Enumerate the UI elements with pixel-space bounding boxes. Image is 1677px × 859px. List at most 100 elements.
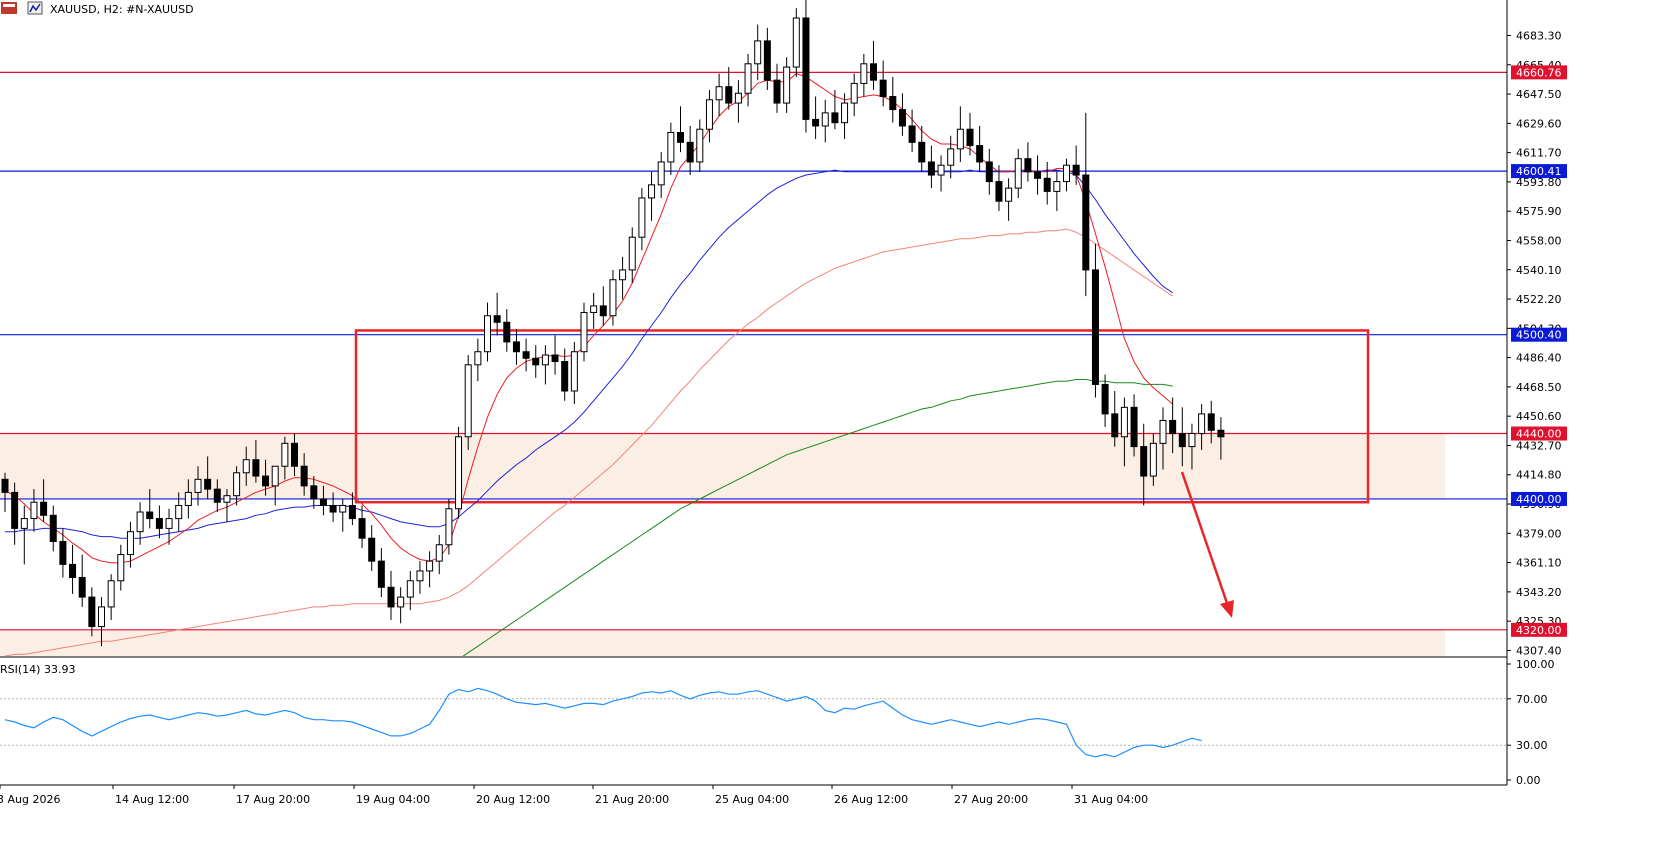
candle[interactable] (339, 498, 347, 532)
candle[interactable] (956, 106, 964, 162)
candle[interactable] (1072, 145, 1080, 185)
candle[interactable] (551, 335, 559, 375)
candle[interactable] (648, 171, 656, 221)
candle[interactable] (78, 554, 86, 607)
candle[interactable] (1140, 423, 1148, 506)
candle[interactable] (59, 528, 67, 578)
candle[interactable] (725, 67, 733, 110)
candle[interactable] (879, 60, 887, 107)
candle[interactable] (1217, 417, 1225, 460)
forecast-arrow-shaft[interactable] (1180, 471, 1231, 610)
candle[interactable] (609, 269, 617, 326)
candle[interactable] (146, 489, 154, 529)
candle[interactable] (368, 525, 376, 571)
candle[interactable] (242, 446, 250, 486)
candle[interactable] (763, 27, 771, 90)
candle[interactable] (677, 106, 684, 153)
candle[interactable] (812, 96, 820, 140)
candle[interactable] (358, 505, 366, 549)
candle[interactable] (831, 89, 839, 130)
candle[interactable] (628, 227, 636, 284)
candle[interactable] (310, 476, 318, 509)
candle[interactable] (1130, 394, 1138, 457)
candle[interactable] (638, 188, 646, 251)
candle[interactable] (329, 492, 337, 522)
candle[interactable] (1082, 112, 1090, 297)
candle[interactable] (1063, 158, 1070, 192)
candle[interactable] (898, 93, 906, 136)
candle[interactable] (213, 479, 221, 513)
candle[interactable] (667, 122, 675, 176)
candle[interactable] (397, 587, 405, 624)
candle[interactable] (98, 597, 105, 647)
candle[interactable] (281, 436, 289, 480)
candle[interactable] (435, 534, 443, 575)
candle[interactable] (947, 135, 955, 179)
candle[interactable] (20, 505, 28, 565)
candle[interactable] (117, 544, 125, 591)
candle[interactable] (715, 73, 723, 117)
candle[interactable] (1178, 407, 1186, 467)
candle[interactable] (445, 498, 453, 555)
candle[interactable] (464, 354, 472, 450)
candle[interactable] (1, 472, 9, 513)
candle[interactable] (377, 548, 385, 598)
candle[interactable] (841, 93, 849, 140)
candle[interactable] (773, 63, 781, 113)
candle[interactable] (503, 309, 511, 352)
candle[interactable] (88, 587, 96, 637)
candle[interactable] (455, 426, 463, 519)
candle[interactable] (416, 561, 424, 594)
candle[interactable] (570, 341, 578, 405)
candle[interactable] (908, 109, 916, 153)
candle[interactable] (580, 302, 588, 362)
candle[interactable] (657, 152, 665, 198)
candle[interactable] (484, 302, 491, 362)
candle[interactable] (262, 459, 270, 496)
candle[interactable] (194, 466, 202, 506)
candle[interactable] (49, 505, 57, 552)
level-tag[interactable]: 4660.76 (1511, 65, 1567, 80)
candle[interactable] (1188, 423, 1196, 470)
candle[interactable] (136, 502, 144, 545)
candle[interactable] (995, 165, 1003, 212)
candle[interactable] (937, 155, 945, 192)
level-tag[interactable]: 4600.41 (1511, 164, 1567, 179)
candle[interactable] (850, 73, 858, 117)
candle[interactable] (802, 0, 810, 133)
candle[interactable] (696, 119, 704, 172)
candle[interactable] (223, 489, 231, 522)
candle[interactable] (107, 574, 115, 621)
candle[interactable] (165, 508, 173, 545)
candle[interactable] (1043, 161, 1051, 205)
candle[interactable] (754, 24, 762, 81)
candle[interactable] (1198, 404, 1206, 450)
candle[interactable] (175, 492, 183, 532)
candle[interactable] (985, 148, 993, 195)
candle[interactable] (599, 286, 607, 326)
candle[interactable] (233, 466, 241, 506)
candle[interactable] (291, 433, 298, 477)
candle[interactable] (744, 53, 752, 107)
candle[interactable] (541, 345, 549, 385)
chart-window-icon[interactable] (1, 2, 17, 14)
candle[interactable] (1005, 178, 1013, 221)
candle[interactable] (126, 521, 134, 568)
candle[interactable] (1101, 374, 1109, 427)
level-tag[interactable]: 4400.00 (1511, 491, 1567, 506)
candle[interactable] (11, 482, 19, 545)
candle[interactable] (1149, 433, 1157, 486)
candle[interactable] (532, 345, 540, 378)
candle[interactable] (348, 492, 356, 526)
candle[interactable] (927, 145, 935, 189)
candle[interactable] (252, 440, 260, 483)
candle[interactable] (870, 40, 877, 90)
candle[interactable] (966, 112, 974, 156)
candle[interactable] (426, 551, 434, 588)
candle[interactable] (1034, 155, 1042, 195)
candle[interactable] (1091, 243, 1099, 398)
candle[interactable] (1120, 397, 1128, 467)
candle[interactable] (184, 479, 192, 519)
level-tag[interactable]: 4500.40 (1511, 327, 1567, 342)
